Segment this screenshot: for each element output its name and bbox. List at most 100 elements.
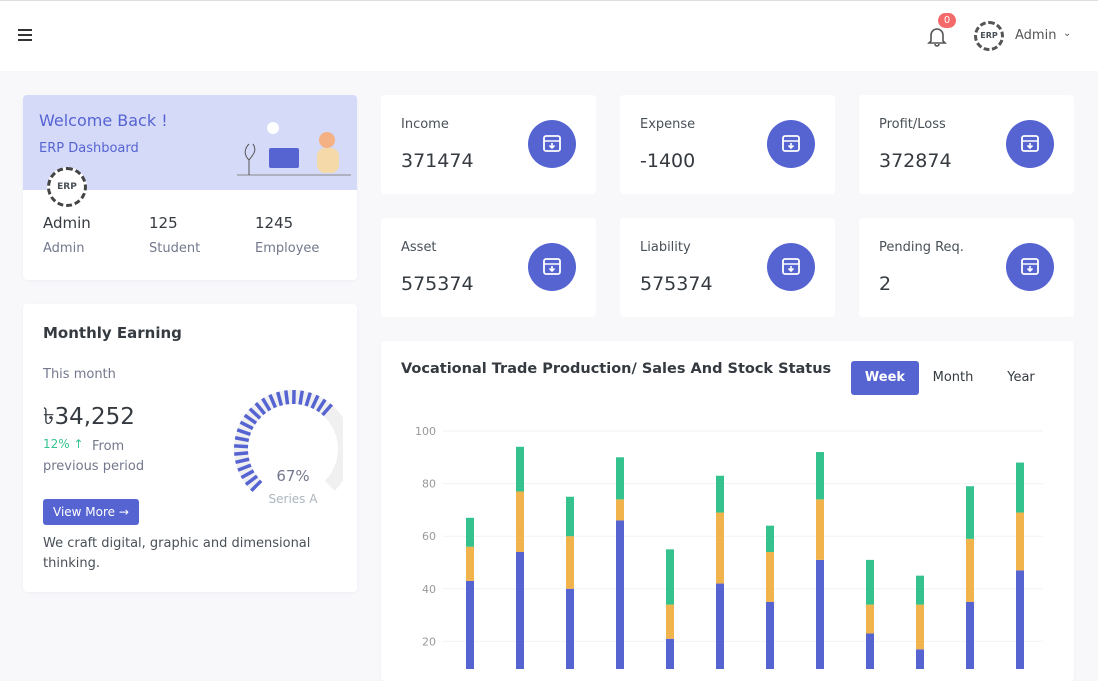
welcome-subtitle: ERP Dashboard: [39, 141, 139, 156]
bar-segment: [1016, 513, 1024, 571]
welcome-logo: ERP: [47, 167, 87, 207]
production-card: Vocational Trade Production/ Sales And S…: [381, 341, 1074, 681]
icon-glyph: [528, 243, 576, 291]
stat-card-value: 371474: [401, 150, 474, 172]
bar-segment: [966, 486, 974, 539]
stat-card-label: Pending Req.: [879, 240, 964, 255]
bar-segment: [716, 513, 724, 584]
user-caret[interactable]: ⌄: [1063, 28, 1071, 39]
bar-segment: [966, 602, 974, 669]
y-tick-label: 20: [422, 635, 436, 648]
icon-glyph: [767, 243, 815, 291]
bar-segment: [716, 584, 724, 669]
stat-card-icon: [528, 243, 576, 291]
bar-segment: [466, 518, 474, 547]
icon-glyph: [767, 120, 815, 168]
bar-segment: [916, 576, 924, 605]
stat-card-value: 575374: [401, 273, 474, 295]
bar-segment: [1016, 570, 1024, 669]
stat-card: Profit/Loss 372874: [859, 95, 1074, 194]
bar-segment: [1016, 463, 1024, 513]
stat-value: 1245: [255, 214, 293, 232]
bar-segment: [466, 581, 474, 669]
icon-glyph: [528, 120, 576, 168]
stat-card: Pending Req. 2: [859, 218, 1074, 317]
stat-label: Employee: [255, 241, 319, 256]
bar-segment: [616, 520, 624, 669]
stat-card: Income 371474: [381, 95, 596, 194]
bar-segment: [816, 560, 824, 669]
gauge-tick: [286, 390, 288, 404]
view-more-button[interactable]: View More →: [43, 499, 139, 525]
stat-card-label: Asset: [401, 240, 437, 255]
bar-segment: [516, 447, 524, 492]
stat-card-icon: [767, 120, 815, 168]
stat-card-value: 2: [879, 273, 891, 295]
bar-segment: [616, 499, 624, 520]
stat-card-value: 372874: [879, 150, 952, 172]
icon-glyph: [1006, 243, 1054, 291]
stat-card: Liability 575374: [620, 218, 835, 317]
icon-glyph: [1006, 120, 1054, 168]
menu-button[interactable]: [17, 28, 33, 42]
bar-segment: [816, 499, 824, 559]
earning-title: Monthly Earning: [43, 324, 182, 342]
stat-card-label: Income: [401, 117, 449, 132]
stat-card-icon: [528, 120, 576, 168]
earning-period: This month: [43, 367, 116, 382]
stat-label: Admin: [43, 241, 84, 256]
gauge-label: 67%: [276, 467, 309, 485]
y-tick-label: 40: [422, 583, 436, 596]
earning-footer: We craft digital, graphic and dimensiona…: [43, 534, 333, 574]
bell-icon[interactable]: [926, 25, 948, 47]
stat-value: 125: [149, 214, 178, 232]
stat-card-label: Liability: [640, 240, 691, 255]
bar-segment: [666, 639, 674, 669]
stat-card-icon: [767, 243, 815, 291]
y-tick-label: 100: [415, 425, 436, 438]
topbar: 0 ERP Admin ⌄: [0, 0, 1098, 71]
user-name[interactable]: Admin: [1015, 28, 1056, 43]
stat-card: Expense -1400: [620, 95, 835, 194]
stat-card-label: Profit/Loss: [879, 117, 946, 132]
welcome-title: Welcome Back !: [39, 111, 168, 130]
bar-segment: [566, 589, 574, 669]
bar-segment: [616, 457, 624, 499]
bar-segment: [516, 552, 524, 669]
bar-segment: [666, 605, 674, 639]
illustration: [237, 120, 357, 190]
bar-segment: [766, 526, 774, 552]
bar-segment: [766, 602, 774, 669]
bar-segment: [516, 491, 524, 551]
bar-segment: [766, 552, 774, 602]
bar-segment: [866, 560, 874, 605]
button-label: View More: [53, 505, 115, 519]
bar-segment: [916, 605, 924, 650]
bar-segment: [566, 536, 574, 589]
earning-amount: ৳34,252: [43, 398, 135, 437]
bar-segment: [716, 476, 724, 513]
stat-card-value: -1400: [640, 150, 695, 172]
bar-segment: [566, 497, 574, 536]
bar-segment: [866, 634, 874, 669]
earning-card: Monthly Earning This month ৳34,252 12% ↑…: [23, 304, 357, 592]
stat-card-label: Expense: [640, 117, 695, 132]
bar-segment: [966, 539, 974, 602]
gauge-tick: [234, 453, 248, 454]
bar-segment: [466, 547, 474, 581]
notification-badge: 0: [938, 13, 956, 28]
bar-segment: [916, 649, 924, 669]
earning-change-text: From previous period: [43, 437, 153, 477]
bar-segment: [666, 549, 674, 604]
stat-card-icon: [1006, 120, 1054, 168]
stat-card: Asset 575374: [381, 218, 596, 317]
gauge: 67%Series A: [203, 379, 343, 519]
bar-segment: [816, 452, 824, 499]
stat-label: Student: [149, 241, 200, 256]
user-avatar[interactable]: ERP: [974, 21, 1004, 51]
gauge-tick: [234, 446, 248, 447]
stat-card-value: 575374: [640, 273, 713, 295]
gauge-tick: [300, 391, 302, 405]
